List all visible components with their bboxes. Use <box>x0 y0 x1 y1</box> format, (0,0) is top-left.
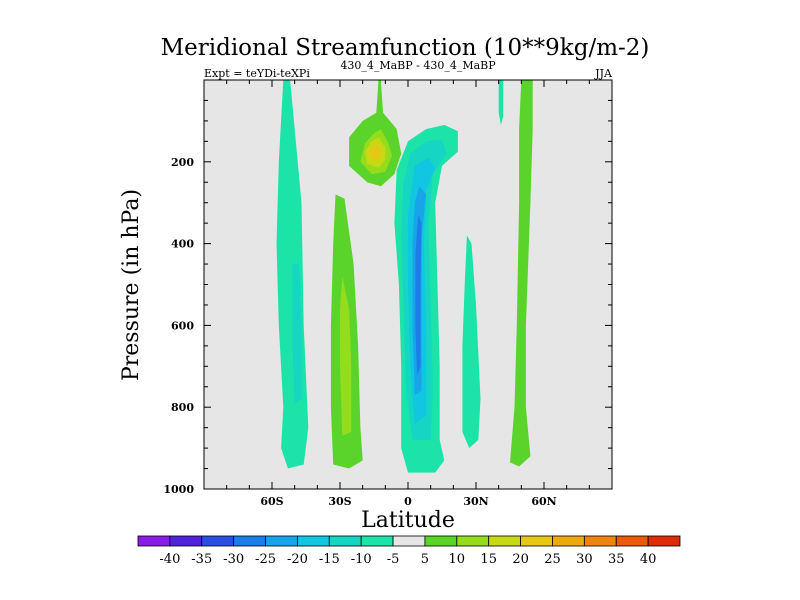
y-tick-label: 200 <box>171 156 194 169</box>
colorbar-swatch <box>488 535 521 547</box>
colorbar-swatch <box>647 535 681 547</box>
chart-title: Meridional Streamfunction (10**9kg/m-2) <box>161 35 650 61</box>
contour-band-60N <box>510 80 533 467</box>
plot-area: 60S 30S 0 30N 60N 200 400 600 800 1000 <box>163 79 613 508</box>
colorbar-label: 15 <box>480 552 497 567</box>
colorbar-swatch <box>424 535 458 547</box>
colorbar-label: 10 <box>449 552 466 567</box>
colorbar-swatch <box>456 535 490 547</box>
colorbar-swatch <box>520 535 553 547</box>
x-tick-label: 60S <box>260 495 283 508</box>
colorbar-swatch <box>297 535 330 547</box>
colorbar-label: -20 <box>287 552 308 567</box>
x-tick-label: 60N <box>531 495 556 508</box>
y-tick-label: 1000 <box>163 483 194 496</box>
colorbar-label: 35 <box>608 552 625 567</box>
colorbar-label: -30 <box>223 552 244 567</box>
subtitle-center: 430_4_MaBP - 430_4_MaBP <box>340 59 496 72</box>
colorbar-label: -10 <box>351 552 372 567</box>
contour-top-15S <box>378 80 381 105</box>
colorbar-label: 5 <box>421 552 429 567</box>
colorbar-swatch <box>328 535 362 547</box>
colorbar-swatch <box>265 535 298 547</box>
contour-top-45N <box>498 80 504 125</box>
y-axis-title: Pressure (in hPa) <box>119 189 144 381</box>
y-tick-label: 400 <box>171 238 194 251</box>
x-tick-label: 30N <box>463 495 488 508</box>
colorbar-swatch <box>392 535 426 547</box>
colorbar-label: -5 <box>387 552 400 567</box>
colorbar-swatch <box>201 535 235 547</box>
colorbar-label: -40 <box>159 552 180 567</box>
colorbar-label: 20 <box>512 552 529 567</box>
colorbar-label: 30 <box>576 552 593 567</box>
y-tick-label: 600 <box>171 319 194 332</box>
contour-band-30N <box>462 235 481 449</box>
contour-upper-high-core <box>369 145 381 160</box>
x-tick-label: 30S <box>328 495 351 508</box>
colorbar: -40 -35 -30 -25 -20 -15 -10 -5 5 10 15 20 25 30 35 40 <box>137 535 681 567</box>
contour-band-30S-core <box>340 276 352 436</box>
colorbar-swatch <box>233 535 266 547</box>
contour-regions <box>276 80 533 473</box>
y-tick-label: 800 <box>171 401 194 414</box>
subtitle-left: Expt = teYDi-teXPi <box>204 67 310 80</box>
colorbar-label: -15 <box>319 552 340 567</box>
contour-band-60S-core <box>292 264 302 404</box>
colorbar-swatch <box>583 535 617 547</box>
contour-equator-low-core <box>415 215 422 375</box>
x-axis-title: Latitude <box>361 508 455 533</box>
colorbar-label: -25 <box>255 552 276 567</box>
colorbar-swatch <box>615 535 649 547</box>
colorbar-swatch <box>552 535 585 547</box>
colorbar-label: 40 <box>640 552 657 567</box>
colorbar-swatch <box>360 535 394 547</box>
colorbar-swatch <box>169 535 203 547</box>
colorbar-label: -35 <box>191 552 212 567</box>
x-tick-label: 0 <box>404 495 412 508</box>
axis-ticks: 60S 30S 0 30N 60N 200 400 600 800 1000 <box>163 79 613 508</box>
colorbar-label: 25 <box>544 552 561 567</box>
subtitle-right: JJA <box>594 67 613 80</box>
colorbar-swatch <box>137 535 171 547</box>
